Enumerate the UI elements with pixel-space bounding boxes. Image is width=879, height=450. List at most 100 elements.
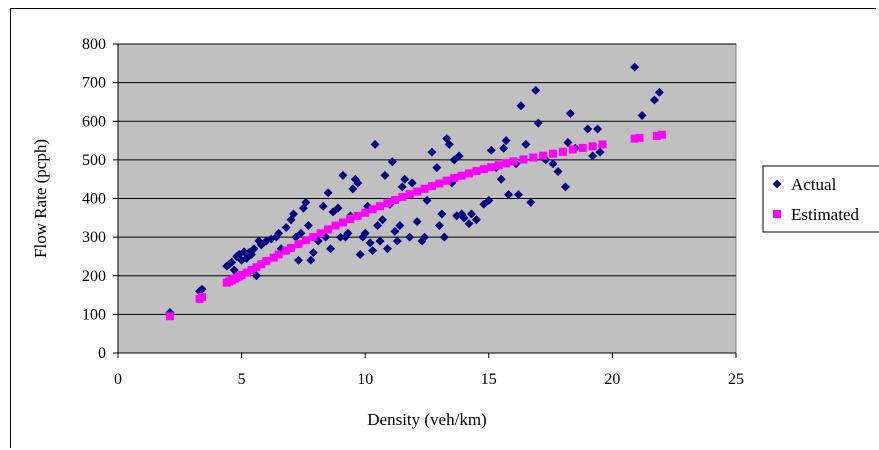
actual-point (249, 244, 259, 254)
actual-point (588, 151, 598, 161)
actual-point (355, 250, 365, 260)
estimated-point (383, 199, 392, 208)
estimated-point (301, 236, 310, 245)
estimated-point (324, 225, 333, 234)
actual-point (303, 221, 313, 231)
estimated-point (568, 145, 577, 154)
actual-point (400, 174, 410, 184)
actual-point (368, 246, 378, 256)
y-tick-label: 300 (82, 229, 106, 246)
actual-point (654, 87, 664, 97)
x-tick-label: 5 (238, 371, 246, 388)
estimated-point (509, 157, 518, 166)
estimated-point (252, 263, 261, 272)
actual-point (380, 170, 390, 180)
estimated-point (420, 184, 429, 193)
actual-point (439, 232, 449, 242)
legend-label-actual: Actual (791, 175, 837, 194)
actual-point (274, 228, 284, 238)
estimated-point (309, 233, 318, 242)
estimated-point (361, 208, 370, 217)
estimated-point (316, 229, 325, 238)
actual-point (318, 201, 328, 211)
legend: Actual Estimated (762, 165, 879, 233)
estimated-point (376, 202, 385, 211)
estimated-point (282, 246, 291, 255)
estimated-point (398, 192, 407, 201)
estimated-point (165, 312, 174, 321)
actual-point (296, 228, 306, 238)
actual-point (496, 174, 506, 184)
actual-point (521, 139, 531, 149)
actual-point (560, 182, 570, 192)
y-tick-label: 400 (82, 191, 106, 208)
actual-point (464, 219, 474, 229)
estimated-point (198, 292, 207, 301)
legend-marker-actual (772, 179, 782, 189)
estimated-point (630, 134, 639, 143)
estimated-point (353, 211, 362, 220)
actual-point (392, 236, 402, 246)
estimated-point (635, 133, 644, 142)
actual-point (338, 170, 348, 180)
estimated-point (331, 221, 340, 230)
actual-point (335, 232, 345, 242)
actual-point (516, 101, 526, 111)
y-tick-label: 100 (82, 306, 106, 323)
actual-point (593, 124, 603, 134)
actual-point (405, 232, 415, 242)
estimated-point (269, 253, 278, 262)
estimated-point (657, 130, 666, 139)
actual-point (323, 188, 333, 198)
y-tick-label: 0 (98, 345, 106, 362)
actual-point (306, 255, 316, 265)
actual-point (499, 143, 509, 153)
actual-point (583, 124, 593, 134)
x-tick-label: 0 (114, 371, 122, 388)
actual-point (229, 265, 239, 275)
actual-point (407, 178, 417, 188)
actual-point (422, 195, 432, 205)
actual-point (308, 248, 318, 258)
actual-point (484, 195, 494, 205)
actual-point (343, 228, 353, 238)
actual-point (387, 157, 397, 167)
actual-point (459, 213, 469, 223)
estimated-point (338, 218, 347, 227)
actual-point (382, 244, 392, 254)
y-tick-label: 600 (82, 113, 106, 130)
actual-point (390, 226, 400, 236)
actual-point (630, 62, 640, 72)
actual-point (437, 209, 447, 219)
x-tick-label: 15 (481, 371, 497, 388)
actual-point (427, 147, 437, 157)
estimated-point (442, 176, 451, 185)
estimated-point (472, 167, 481, 176)
estimated-point (465, 169, 474, 178)
actual-point (454, 151, 464, 161)
actual-point (533, 118, 543, 128)
series-actual (165, 62, 664, 317)
actual-point (486, 145, 496, 155)
estimated-point (368, 205, 377, 214)
estimated-point (598, 140, 607, 149)
estimated-point (578, 143, 587, 152)
estimated-point (247, 265, 256, 274)
estimated-point (257, 260, 266, 269)
actual-point (333, 203, 343, 213)
estimated-point (539, 151, 548, 160)
estimated-point (529, 153, 538, 162)
actual-point (526, 197, 536, 207)
y-axis-title: Flow Rate (pcph) (31, 139, 50, 258)
estimated-point (262, 257, 271, 266)
actual-point (553, 166, 563, 176)
actual-point (444, 139, 454, 149)
actual-point (548, 159, 558, 169)
actual-point (227, 257, 237, 267)
estimated-point (487, 163, 496, 172)
actual-point (289, 209, 299, 219)
estimated-point (519, 155, 528, 164)
estimated-point (435, 179, 444, 188)
actual-point (360, 228, 370, 238)
actual-point (420, 232, 430, 242)
